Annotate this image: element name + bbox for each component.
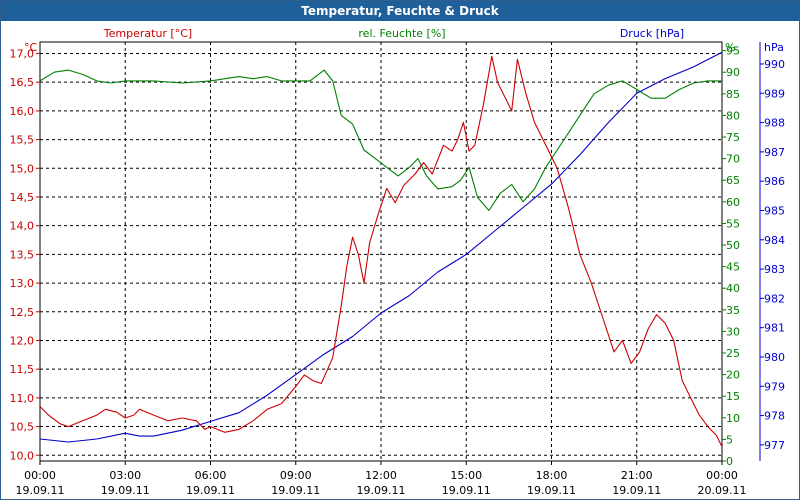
x-tick-date-label: 20.09.11	[698, 484, 747, 497]
humidity-line	[39, 69, 722, 212]
x-tick-date-label: 19.09.11	[527, 484, 576, 497]
x-tick-date-label: 19.09.11	[186, 484, 235, 497]
pressure-tick-label: 981	[764, 322, 785, 335]
x-tick-date-label: 19.09.11	[612, 484, 661, 497]
humidity-tick-label: 90	[726, 66, 740, 79]
series	[39, 51, 723, 447]
humidity-tick-label: 35	[726, 304, 740, 317]
x-tick-date-label: 19.09.11	[357, 484, 406, 497]
x-tick-time-label: 06:00	[195, 469, 227, 482]
x-tick-time-label: 21:00	[621, 469, 653, 482]
pressure-tick-label: 990	[764, 58, 785, 71]
chart-title: Temperatur, Feuchte & Druck	[1, 1, 799, 21]
temperature-tick-label: 11,5	[10, 363, 35, 376]
humidity-tick-label: 95	[726, 45, 740, 58]
x-tick-time-label: 15:00	[450, 469, 482, 482]
x-tick-time-label: 09:00	[280, 469, 312, 482]
pressure-tick-label: 978	[764, 410, 785, 423]
temperature-tick-label: 15,0	[10, 162, 35, 175]
pressure-tick-label: 977	[764, 439, 785, 452]
temperature-tick-label: 14,5	[10, 191, 35, 204]
axes: 10,0 10,5 11,0 11,5 12,0 12,5 13,0 13,5 14,0 14,5…	[10, 27, 786, 497]
humidity-tick-label: 20	[726, 369, 740, 382]
pressure-tick-label: 985	[764, 204, 785, 217]
pressure-tick-label: 988	[764, 117, 785, 130]
pressure-axis-label: Druck [hPa]	[620, 27, 684, 40]
temperature-tick-label: 14,0	[10, 220, 35, 233]
humidity-tick-label: 55	[726, 217, 740, 230]
humidity-tick-label: 60	[726, 196, 740, 209]
humidity-tick-label: 75	[726, 131, 740, 144]
pressure-tick-label: 980	[764, 351, 785, 364]
pressure-tick-label: 983	[764, 263, 785, 276]
humidity-tick-label: 65	[726, 174, 740, 187]
temperature-axis-label: Temperatur [°C]	[103, 27, 192, 40]
x-tick-time-label: 03:00	[109, 469, 141, 482]
x-tick-time-label: 00:00	[706, 469, 738, 482]
pressure-tick-label: 986	[764, 175, 785, 188]
humidity-tick-label: 0	[726, 455, 733, 468]
humidity-tick-label: 5	[726, 433, 733, 446]
temperature-line	[39, 55, 723, 447]
pressure-unit-label: hPa	[764, 41, 784, 54]
x-tick-time-label: 00:00	[24, 469, 56, 482]
grid	[39, 41, 723, 462]
humidity-tick-label: 15	[726, 390, 740, 403]
x-tick-time-label: 18:00	[536, 469, 568, 482]
temperature-tick-label: 16,0	[10, 105, 35, 118]
humidity-unit-label: %	[725, 41, 735, 54]
humidity-tick-label: 80	[726, 109, 740, 122]
pressure-line	[39, 51, 723, 443]
humidity-tick-label: 40	[726, 282, 740, 295]
humidity-axis-label: rel. Feuchte [%]	[358, 27, 445, 40]
temperature-tick-label: 10,0	[10, 449, 35, 462]
temperature-tick-label: 13,0	[10, 277, 35, 290]
humidity-tick-label: 25	[726, 347, 740, 360]
pressure-tick-label: 982	[764, 292, 785, 305]
temperature-tick-label: 10,5	[10, 421, 35, 434]
temperature-tick-label: 12,5	[10, 306, 35, 319]
humidity-tick-label: 70	[726, 153, 740, 166]
pressure-tick-label: 979	[764, 380, 785, 393]
humidity-tick-label: 50	[726, 239, 740, 252]
temperature-unit-label: °C	[24, 41, 38, 54]
temperature-tick-label: 13,5	[10, 248, 35, 261]
temperature-tick-label: 17,0	[10, 47, 35, 60]
temperature-tick-label: 11,0	[10, 392, 35, 405]
humidity-tick-label: 85	[726, 88, 740, 101]
x-tick-time-label: 12:00	[365, 469, 397, 482]
humidity-tick-label: 10	[726, 412, 740, 425]
temperature-tick-label: 12,0	[10, 334, 35, 347]
x-tick-date-label: 19.09.11	[442, 484, 491, 497]
temperature-tick-label: 16,5	[10, 76, 35, 89]
pressure-tick-label: 984	[764, 234, 785, 247]
x-tick-date-label: 19.09.11	[101, 484, 150, 497]
humidity-tick-label: 45	[726, 261, 740, 274]
temperature-tick-label: 15,5	[10, 134, 35, 147]
pressure-tick-label: 987	[764, 146, 785, 159]
x-tick-date-label: 19.09.11	[16, 484, 65, 497]
x-tick-date-label: 19.09.11	[271, 484, 320, 497]
pressure-tick-label: 989	[764, 87, 785, 100]
humidity-tick-label: 30	[726, 325, 740, 338]
